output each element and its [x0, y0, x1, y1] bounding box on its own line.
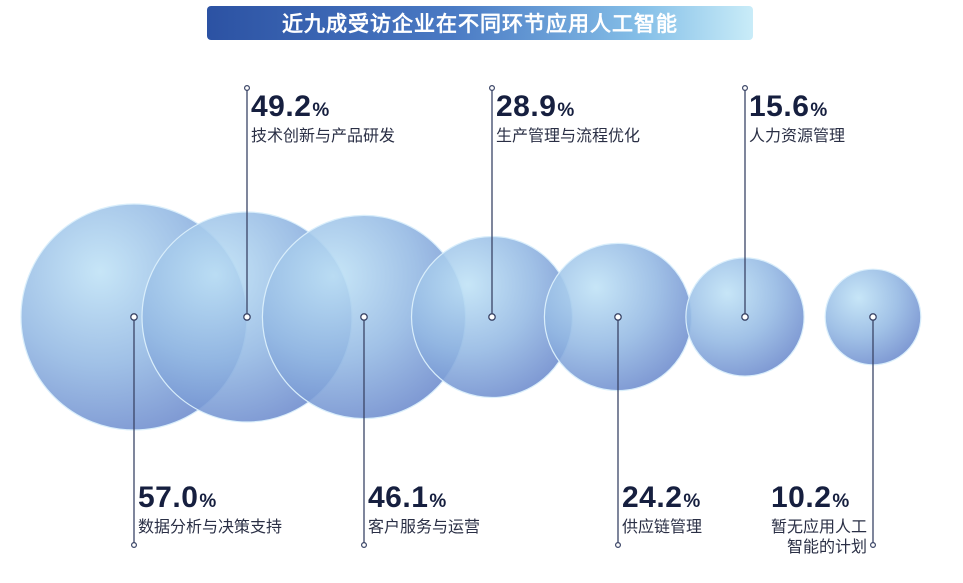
- unit-label-2: %: [312, 100, 330, 121]
- value-label-1: 57.0: [138, 481, 199, 514]
- category-label-3: 客户服务与运营: [368, 517, 480, 537]
- category-label-4: 生产管理与流程优化: [496, 126, 640, 146]
- category-line-5-1: 供应链管理: [622, 517, 703, 536]
- category-label-7: 暂无应用人工 智能的计划: [771, 517, 867, 557]
- category-line-7-2: 智能的计划: [786, 537, 867, 556]
- category-label-2: 技术创新与产品研发: [251, 126, 395, 146]
- center-dot-7: [869, 313, 877, 321]
- data-label-4: 28.9% 生产管理与流程优化: [496, 92, 640, 146]
- center-dot-3: [360, 313, 368, 321]
- value-label-2: 49.2: [251, 90, 312, 123]
- unit-label-7: %: [832, 491, 850, 512]
- end-dot-2: [244, 84, 251, 91]
- unit-label-6: %: [810, 100, 828, 121]
- data-label-7: 10.2% 暂无应用人工 智能的计划: [771, 483, 867, 557]
- end-dot-7: [869, 541, 876, 548]
- data-label-3: 46.1% 客户服务与运营: [368, 483, 480, 537]
- unit-label-1: %: [199, 491, 217, 512]
- value-label-6: 15.6: [749, 90, 810, 123]
- unit-label-4: %: [557, 100, 575, 121]
- end-dot-3: [361, 541, 368, 548]
- category-line-3-1: 客户服务与运营: [368, 517, 481, 536]
- data-label-1: 57.0% 数据分析与决策支持: [138, 483, 282, 537]
- category-line-7-1: 暂无应用人工: [770, 517, 867, 536]
- category-label-5: 供应链管理: [622, 517, 702, 537]
- value-label-3: 46.1: [368, 481, 429, 514]
- center-dot-4: [488, 313, 496, 321]
- value-label-5: 24.2: [622, 481, 683, 514]
- unit-label-5: %: [683, 491, 701, 512]
- end-dot-1: [131, 541, 138, 548]
- category-line-1-1: 数据分析与决策支持: [138, 517, 283, 536]
- category-line-2-1: 技术创新与产品研发: [251, 126, 396, 145]
- end-dot-4: [489, 84, 496, 91]
- category-line-4-1: 生产管理与流程优化: [496, 126, 641, 145]
- center-dot-5: [614, 313, 622, 321]
- end-dot-5: [614, 541, 621, 548]
- center-dot-6: [741, 313, 749, 321]
- data-label-2: 49.2% 技术创新与产品研发: [251, 92, 395, 146]
- chart-title: 近九成受访企业在不同环节应用人工智能: [282, 11, 678, 36]
- end-dot-6: [741, 84, 748, 91]
- data-label-5: 24.2% 供应链管理: [622, 483, 702, 537]
- center-dot-2: [243, 313, 251, 321]
- category-label-6: 人力资源管理: [749, 126, 845, 146]
- value-label-7: 10.2: [770, 481, 832, 514]
- title-banner: 近九成受访企业在不同环节应用人工智能: [207, 6, 753, 40]
- value-label-4: 28.9: [496, 90, 557, 123]
- data-label-6: 15.6% 人力资源管理: [749, 92, 845, 146]
- category-label-1: 数据分析与决策支持: [138, 517, 282, 537]
- category-line-6-1: 人力资源管理: [749, 126, 846, 145]
- center-dot-1: [130, 313, 138, 321]
- unit-label-3: %: [429, 491, 447, 512]
